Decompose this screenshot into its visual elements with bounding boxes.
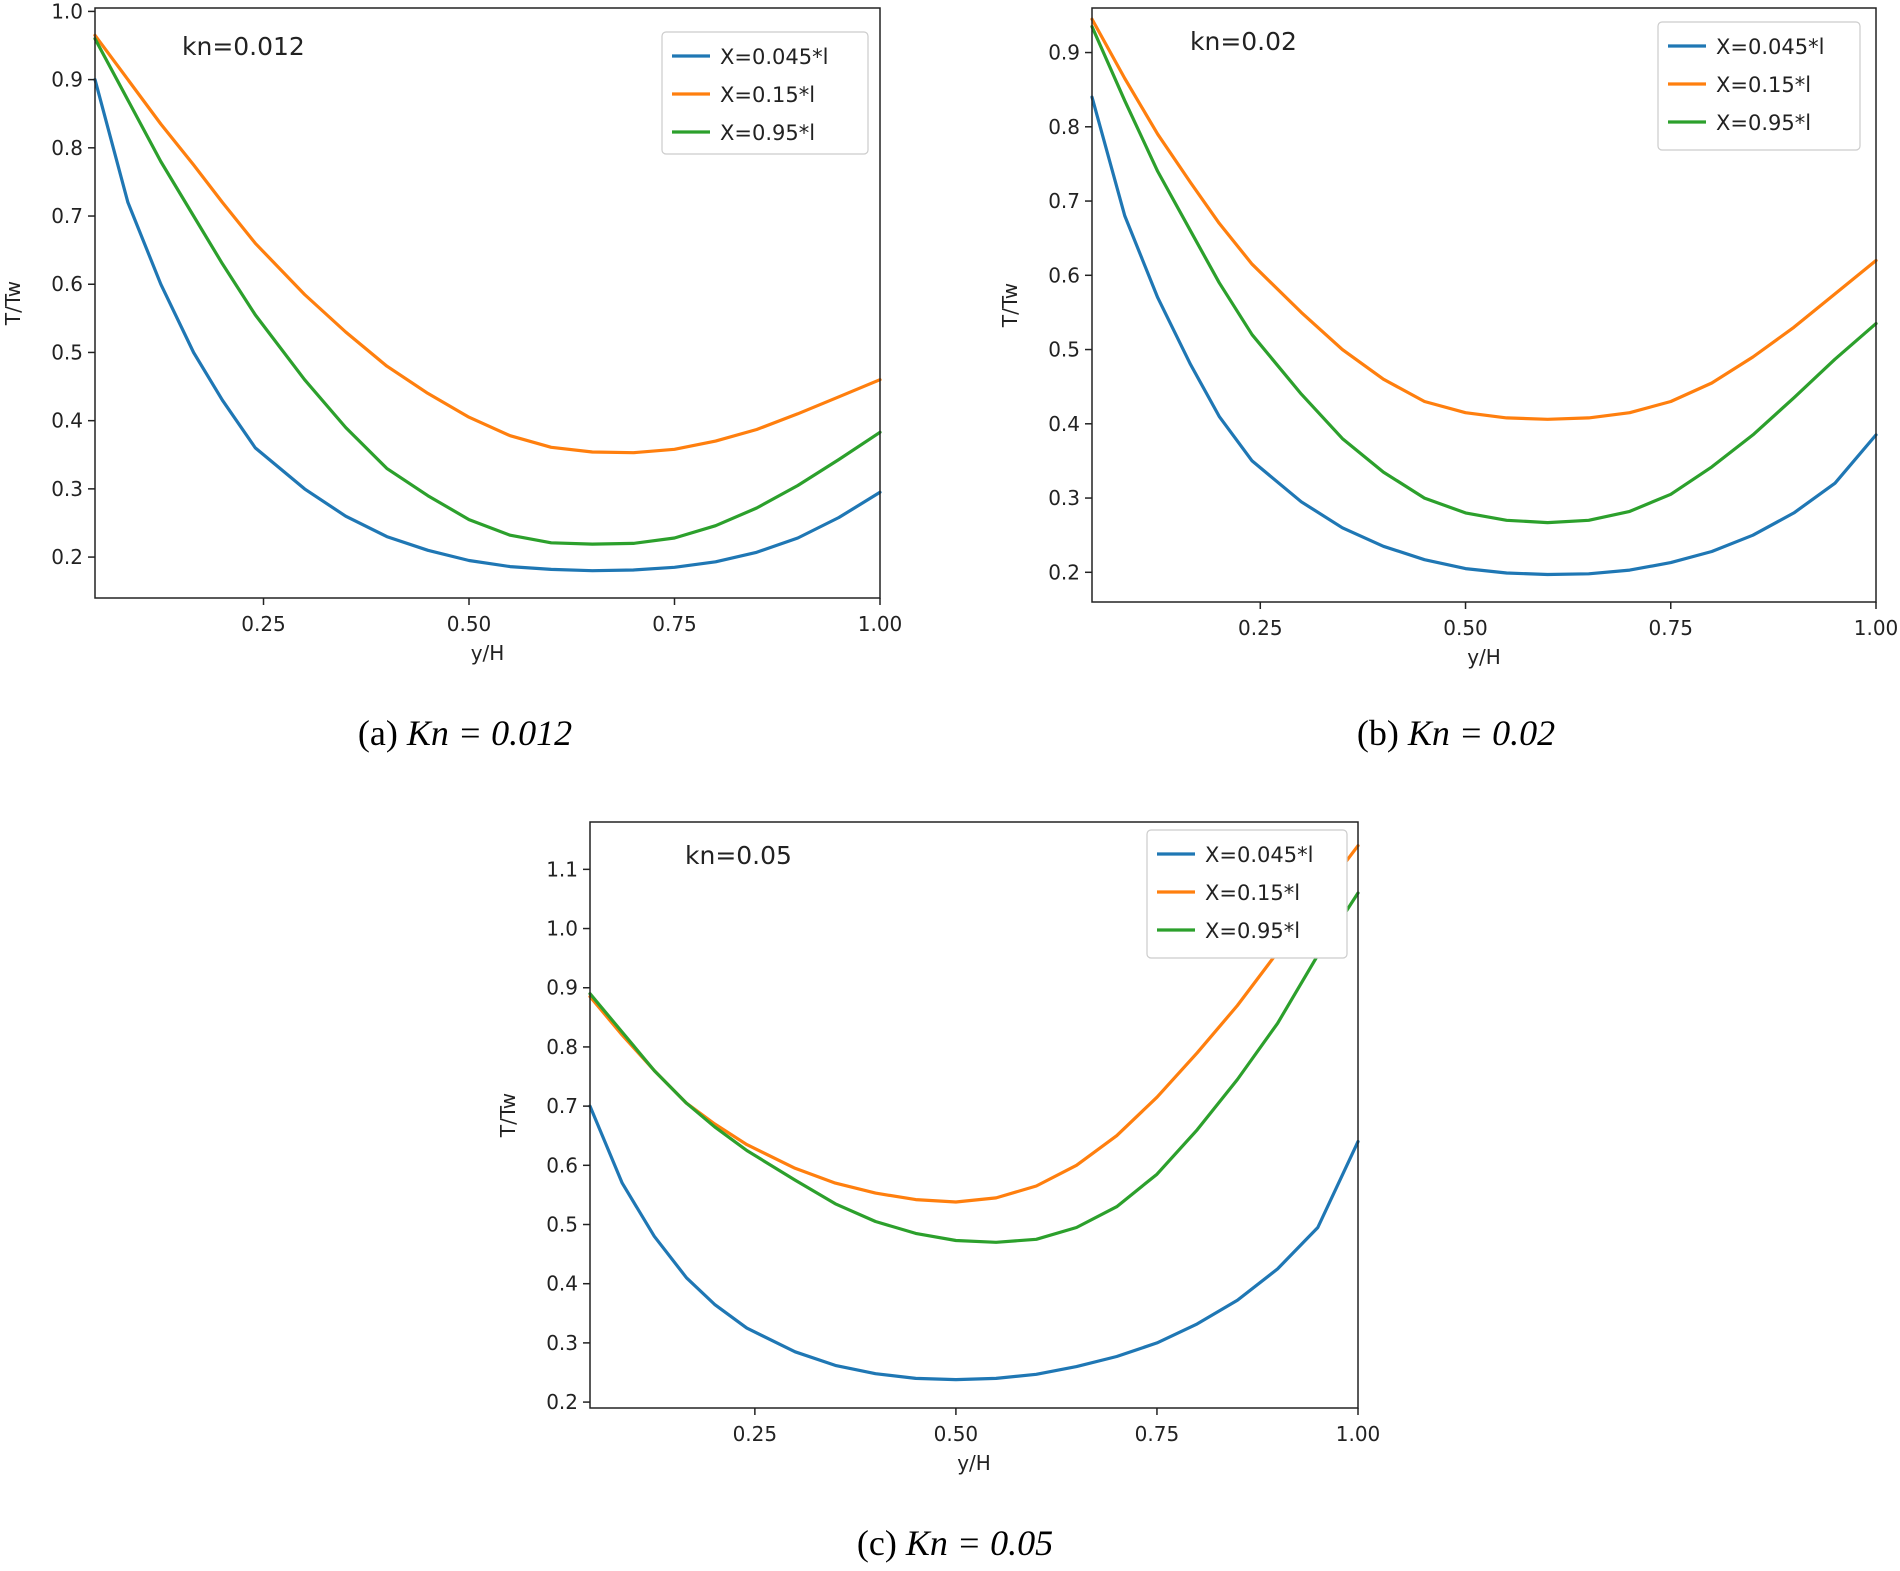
figure-caption: (a) Kn = 0.012 bbox=[358, 713, 572, 753]
legend-label: X=0.15*l bbox=[720, 83, 815, 107]
y-tick-label: 0.2 bbox=[546, 1390, 578, 1414]
series-line-2 bbox=[1090, 17, 1878, 421]
y-tick-label: 0.6 bbox=[1048, 263, 1080, 287]
y-axis-label: T/Tw bbox=[496, 1093, 520, 1138]
y-tick-label: 0.5 bbox=[51, 340, 83, 364]
series-line-1 bbox=[588, 1104, 1360, 1382]
chart-1: 0.25 0.50 0.75 1.00 0.2 0.3 0.4 0.5 0.6 0.7 0.8 0.9… bbox=[1, 0, 902, 753]
y-tick-label: 1.1 bbox=[546, 857, 578, 881]
plot-frame bbox=[1091, 7, 1877, 603]
legend-box bbox=[1146, 829, 1348, 959]
plot-frame bbox=[589, 821, 1359, 1409]
series-line-3 bbox=[1090, 25, 1878, 525]
legend-label: X=0.95*l bbox=[1716, 111, 1811, 135]
y-tick-label: 0.8 bbox=[1048, 115, 1080, 139]
legend-label: X=0.95*l bbox=[720, 121, 815, 145]
y-tick-label: 0.4 bbox=[1048, 412, 1080, 436]
legend-label: X=0.15*l bbox=[1205, 881, 1300, 905]
series-line-3 bbox=[93, 37, 882, 546]
caption-label: (c) bbox=[857, 1523, 906, 1563]
kn-annotation: kn=0.012 bbox=[182, 32, 305, 61]
y-tick-label: 0.3 bbox=[546, 1331, 578, 1355]
y-tick-label: 0.9 bbox=[51, 68, 83, 92]
caption-label: (a) bbox=[358, 713, 407, 753]
y-tick-label: 0.9 bbox=[546, 976, 578, 1000]
x-tick-label: 0.75 bbox=[1648, 616, 1693, 640]
x-tick-label: 0.50 bbox=[934, 1422, 979, 1446]
caption-label: (b) bbox=[1357, 713, 1408, 753]
x-tick-label: 1.00 bbox=[1336, 1422, 1381, 1446]
y-tick-label: 0.8 bbox=[51, 136, 83, 160]
y-tick-label: 0.2 bbox=[1048, 560, 1080, 584]
legend-box bbox=[661, 31, 869, 155]
legend-label: X=0.045*l bbox=[720, 45, 828, 69]
y-tick-label: 0.6 bbox=[51, 272, 83, 296]
x-tick-label: 0.25 bbox=[241, 612, 286, 636]
legend: X=0.045*l X=0.15*l X=0.95*l bbox=[1146, 829, 1348, 959]
y-axis-label: T/Tw bbox=[1, 281, 25, 326]
x-tick-label: 0.50 bbox=[447, 612, 492, 636]
y-tick-label: 0.7 bbox=[1048, 189, 1080, 213]
x-tick-label: 0.50 bbox=[1443, 616, 1488, 640]
x-tick-label: 0.75 bbox=[652, 612, 697, 636]
y-tick-label: 0.4 bbox=[51, 409, 83, 433]
y-tick-label: 0.9 bbox=[1048, 41, 1080, 65]
legend: X=0.045*l X=0.15*l X=0.95*l bbox=[1657, 21, 1861, 151]
y-axis-label: T/Tw bbox=[998, 283, 1022, 328]
y-tick-label: 1.0 bbox=[546, 917, 578, 941]
y-tick-label: 0.5 bbox=[1048, 338, 1080, 362]
series-line-2 bbox=[93, 33, 882, 455]
x-axis-label: y/H bbox=[471, 641, 505, 665]
legend-label: X=0.045*l bbox=[1205, 843, 1313, 867]
kn-annotation: kn=0.02 bbox=[1190, 27, 1297, 56]
caption-text: Kn = 0.012 bbox=[406, 713, 572, 753]
legend-label: X=0.95*l bbox=[1205, 919, 1300, 943]
chart-3: 0.25 0.50 0.75 1.00 0.2 0.3 0.4 0.5 0.6 0.7 0.8 0.9… bbox=[496, 821, 1381, 1563]
x-tick-label: 0.25 bbox=[1238, 616, 1283, 640]
y-tick-label: 0.8 bbox=[546, 1035, 578, 1059]
x-axis-label: y/H bbox=[1467, 645, 1501, 669]
legend: X=0.045*l X=0.15*l X=0.95*l bbox=[661, 31, 869, 155]
plot-frame bbox=[94, 7, 881, 599]
figure-caption: (c) Kn = 0.05 bbox=[857, 1523, 1053, 1563]
legend-label: X=0.15*l bbox=[1716, 73, 1811, 97]
x-tick-label: 0.25 bbox=[733, 1422, 778, 1446]
caption-text: Kn = 0.05 bbox=[905, 1523, 1053, 1563]
series-line-1 bbox=[1090, 95, 1878, 577]
caption-text: Kn = 0.02 bbox=[1407, 713, 1555, 753]
series-line-3 bbox=[588, 891, 1360, 1244]
x-tick-label: 0.75 bbox=[1135, 1422, 1180, 1446]
figure-caption: (b) Kn = 0.02 bbox=[1357, 713, 1555, 753]
y-tick-label: 0.7 bbox=[546, 1094, 578, 1118]
y-tick-label: 1.0 bbox=[51, 0, 83, 23]
kn-annotation: kn=0.05 bbox=[685, 841, 792, 870]
y-tick-label: 0.4 bbox=[546, 1272, 578, 1296]
x-tick-label: 1.00 bbox=[858, 612, 903, 636]
x-axis-label: y/H bbox=[957, 1451, 991, 1475]
y-tick-label: 0.6 bbox=[546, 1153, 578, 1177]
y-tick-label: 0.3 bbox=[51, 477, 83, 501]
y-tick-label: 0.5 bbox=[546, 1213, 578, 1237]
series-line-1 bbox=[93, 78, 882, 573]
y-tick-label: 0.7 bbox=[51, 204, 83, 228]
chart-2: 0.25 0.50 0.75 1.00 0.2 0.3 0.4 0.5 0.6 0.7 0.8 0.9… bbox=[998, 7, 1899, 753]
legend-label: X=0.045*l bbox=[1716, 35, 1824, 59]
y-tick-label: 0.3 bbox=[1048, 486, 1080, 510]
legend-box bbox=[1657, 21, 1861, 151]
x-tick-label: 1.00 bbox=[1854, 616, 1899, 640]
y-tick-label: 0.2 bbox=[51, 545, 83, 569]
